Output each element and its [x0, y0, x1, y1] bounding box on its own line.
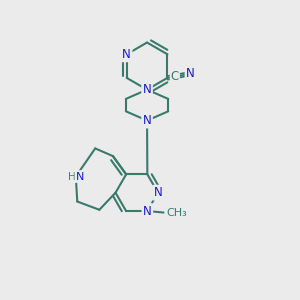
Text: N: N	[154, 186, 162, 199]
Text: N: N	[76, 172, 84, 182]
Text: N: N	[143, 205, 152, 218]
Text: CH₃: CH₃	[166, 208, 187, 218]
Text: H: H	[68, 172, 75, 182]
Text: N: N	[122, 48, 131, 61]
Text: N: N	[143, 114, 152, 127]
Text: N: N	[143, 83, 152, 96]
Text: C: C	[171, 70, 179, 83]
Text: N: N	[186, 67, 195, 80]
